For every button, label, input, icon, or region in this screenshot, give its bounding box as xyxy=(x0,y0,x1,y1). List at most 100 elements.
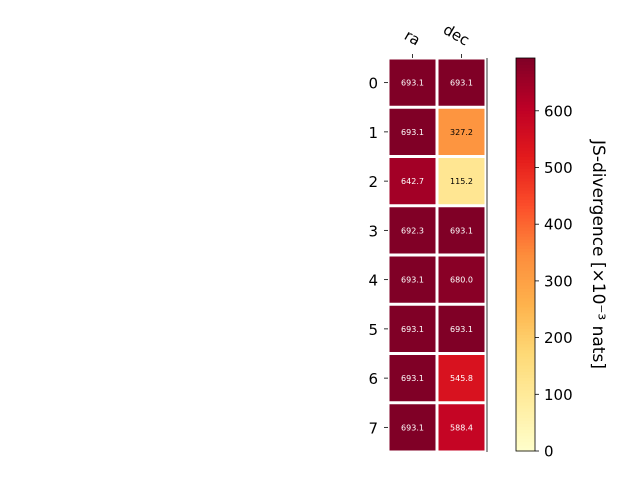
colorbar-segment xyxy=(516,340,535,345)
colorbar-segment xyxy=(516,76,535,81)
colorbar-segment xyxy=(516,156,535,160)
colorbar-segment xyxy=(516,355,535,360)
colorbar-segment xyxy=(516,153,535,157)
y-tick-label: 1 xyxy=(368,124,378,142)
colorbar: 0 100 200 300 400 500 600 JS-divergence [×10⁻³ … xyxy=(515,57,608,461)
colorbar-segment xyxy=(516,94,535,99)
colorbar-segment xyxy=(516,116,535,121)
colorbar-segment xyxy=(516,168,535,173)
colorbar-segment xyxy=(516,282,535,286)
colorbar-segment xyxy=(516,411,535,415)
colorbar-segment xyxy=(516,294,535,299)
colorbar-segment xyxy=(516,125,535,130)
colorbar-tick-label: 600 xyxy=(544,102,573,120)
heatmap-cell xyxy=(389,59,436,106)
colorbar-segment xyxy=(516,401,535,406)
y-tick-label: 2 xyxy=(368,173,378,191)
cell-value-label: 327.2 xyxy=(450,128,473,137)
heatmap-cell xyxy=(389,108,436,155)
colorbar-segment xyxy=(516,131,535,136)
y-tick-label: 0 xyxy=(368,75,378,93)
cell-value-label: 693.1 xyxy=(401,374,424,383)
colorbar-segment xyxy=(516,159,535,163)
colorbar-segment xyxy=(516,140,535,145)
colorbar-segment xyxy=(516,318,535,323)
heatmap-cell xyxy=(389,256,436,303)
colorbar-segment xyxy=(516,358,535,363)
colorbar-segment xyxy=(516,306,535,311)
colorbar-segment xyxy=(516,334,535,338)
cell-value-label: 693.1 xyxy=(401,79,424,88)
heatmap-cell xyxy=(438,158,485,205)
colorbar-segment xyxy=(516,435,535,440)
colorbar-segment xyxy=(516,134,535,139)
colorbar-segment xyxy=(516,64,535,68)
colorbar-segment xyxy=(516,343,535,348)
cell-value-label: 642.7 xyxy=(401,177,424,186)
colorbar-tick-label: 0 xyxy=(544,443,554,461)
colorbar-segment xyxy=(516,214,535,219)
colorbar-segment xyxy=(516,165,535,170)
colorbar-segment xyxy=(516,349,535,354)
colorbar-segment xyxy=(516,147,535,151)
colorbar-frame xyxy=(515,57,536,452)
heatmap-cell xyxy=(438,404,485,451)
y-tick-label: 7 xyxy=(368,419,378,437)
colorbar-segment xyxy=(516,263,535,268)
colorbar-segment xyxy=(516,61,535,65)
colorbar-segment xyxy=(516,365,535,369)
colorbar-segment xyxy=(516,211,535,216)
colorbar-segment xyxy=(516,417,535,421)
colorbar-segment xyxy=(516,444,535,449)
heatmap-cell xyxy=(438,207,485,254)
colorbar-segment xyxy=(516,242,535,246)
colorbar-segment xyxy=(516,386,535,391)
colorbar-segment xyxy=(516,193,535,197)
colorbar-segment xyxy=(516,208,535,213)
cell-value-label: 115.2 xyxy=(450,177,473,186)
colorbar-segment xyxy=(516,392,535,397)
colorbar-segment xyxy=(516,383,535,388)
heatmap-cells: 693.1 693.1 693.1 327.2 642.7 115.2 692.3 693.1… xyxy=(389,59,485,451)
colorbar-segment xyxy=(516,183,535,188)
colorbar-segment xyxy=(516,291,535,296)
colorbar-segment xyxy=(516,279,535,283)
colorbar-segment xyxy=(516,248,535,253)
colorbar-segment xyxy=(516,226,535,231)
colorbar-segment xyxy=(516,315,535,320)
heatmap-cell xyxy=(438,305,485,352)
colorbar-segment xyxy=(516,220,535,225)
heatmap-cell xyxy=(389,305,436,352)
heatmap-cell xyxy=(438,355,485,402)
colorbar-segment xyxy=(516,67,535,71)
colorbar-segment xyxy=(516,143,535,148)
colorbar-segment xyxy=(516,395,535,400)
colorbar-segment xyxy=(516,113,535,117)
colorbar-segment xyxy=(516,58,535,62)
colorbar-segment xyxy=(516,137,535,142)
y-tick-label: 5 xyxy=(368,321,378,339)
colorbar-segment xyxy=(516,245,535,249)
colorbar-segment xyxy=(516,257,535,262)
colorbar-segment xyxy=(516,180,535,185)
colorbar-segment xyxy=(516,254,535,259)
colorbar-tick-label: 400 xyxy=(544,216,573,234)
cell-value-label: 693.1 xyxy=(450,79,473,88)
cell-value-label: 693.1 xyxy=(401,128,424,137)
colorbar-segment xyxy=(516,300,535,305)
colorbar-segment xyxy=(516,275,535,280)
colorbar-segment xyxy=(516,229,535,234)
colorbar-tick-label: 300 xyxy=(544,272,573,290)
colorbar-segment xyxy=(516,205,535,210)
colorbar-segment xyxy=(516,389,535,394)
colorbar-segment xyxy=(516,309,535,314)
y-tick-label: 3 xyxy=(368,222,378,240)
colorbar-segment xyxy=(516,82,535,87)
colorbar-segment xyxy=(516,239,535,243)
colorbar-segment xyxy=(516,404,535,409)
cell-value-label: 692.3 xyxy=(401,226,424,235)
colorbar-segment xyxy=(516,272,535,277)
colorbar-segment xyxy=(516,380,535,385)
colorbar-segment xyxy=(516,266,535,271)
colorbar-segment xyxy=(516,441,535,446)
